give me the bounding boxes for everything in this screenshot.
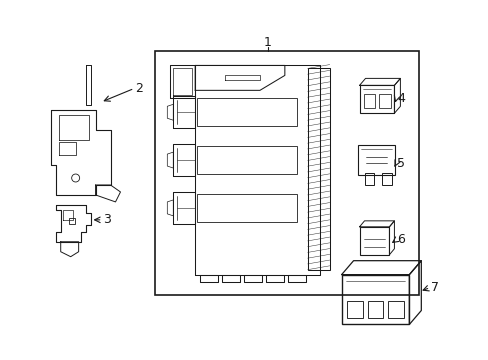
- Bar: [307, 68, 329, 270]
- Bar: [197, 98, 296, 126]
- Text: 5: 5: [397, 157, 405, 170]
- Bar: [382, 173, 392, 185]
- Bar: [357, 145, 395, 175]
- Bar: [155, 50, 419, 294]
- Text: 4: 4: [397, 92, 405, 105]
- Text: 2: 2: [135, 82, 143, 95]
- Bar: [364, 173, 374, 185]
- Text: 7: 7: [430, 281, 438, 294]
- Bar: [197, 146, 296, 174]
- Text: 1: 1: [264, 36, 271, 49]
- Text: 3: 3: [103, 213, 111, 226]
- Bar: [363, 94, 375, 108]
- Bar: [367, 301, 383, 319]
- Bar: [341, 275, 408, 324]
- Bar: [379, 94, 390, 108]
- Bar: [68, 218, 75, 224]
- Text: 6: 6: [397, 233, 405, 246]
- Bar: [387, 301, 404, 319]
- Bar: [346, 301, 362, 319]
- Bar: [359, 85, 394, 113]
- Bar: [359, 227, 388, 255]
- Bar: [197, 194, 296, 222]
